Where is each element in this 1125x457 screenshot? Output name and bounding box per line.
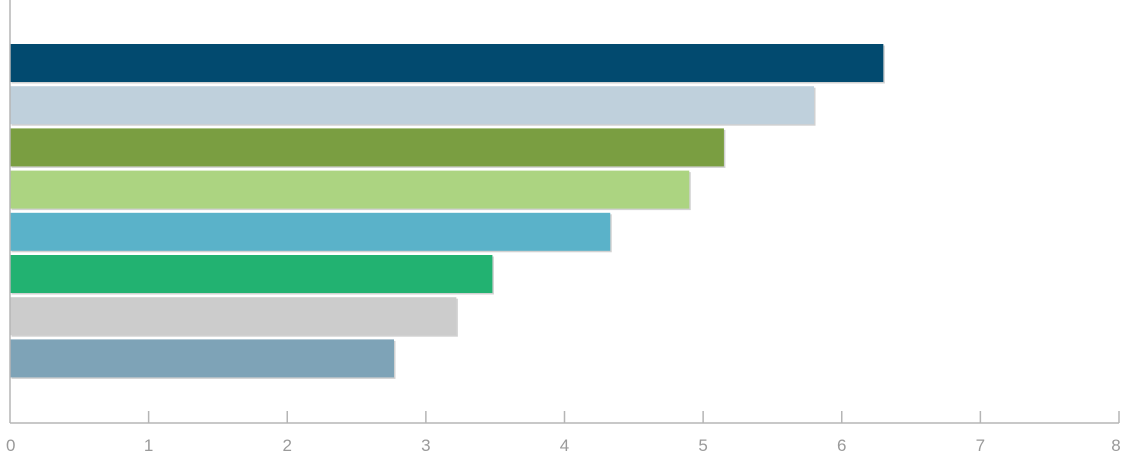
x-tick-label: 0 — [6, 436, 15, 455]
bars-group — [10, 44, 885, 379]
x-tick-label: 1 — [144, 436, 153, 455]
bar — [10, 86, 815, 125]
x-tick-label: 5 — [698, 436, 707, 455]
bar — [10, 128, 724, 167]
x-axis-ticks: 0 1 2 3 4 5 6 7 8 — [6, 411, 1121, 455]
x-tick-label: 8 — [1111, 436, 1120, 455]
bar — [10, 339, 394, 378]
x-tick-label: 2 — [283, 436, 292, 455]
x-tick-label: 3 — [421, 436, 430, 455]
bar — [10, 297, 457, 336]
bar — [10, 212, 611, 251]
bar — [10, 44, 884, 82]
bar — [10, 170, 690, 209]
bar — [10, 255, 493, 293]
x-tick-label: 6 — [837, 436, 846, 455]
x-tick-label: 4 — [560, 436, 569, 455]
x-tick-label: 7 — [976, 436, 985, 455]
